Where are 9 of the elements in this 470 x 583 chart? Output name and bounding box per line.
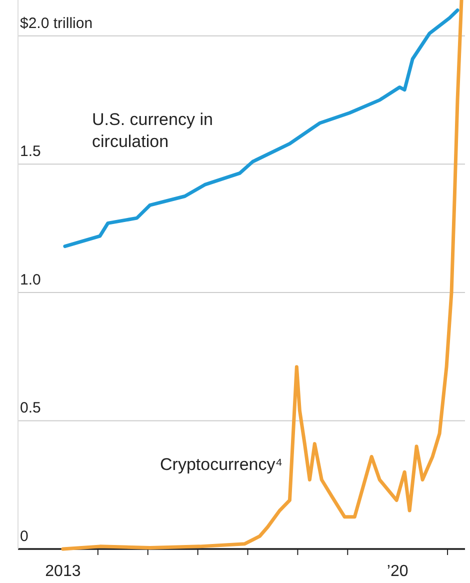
y-tick-label: 0 — [20, 528, 28, 545]
x-tick-label: ’20 — [386, 563, 408, 580]
series-label: Cryptocurrency⁴ — [160, 455, 283, 474]
y-tick-label: $2.0 trillion — [20, 14, 93, 32]
x-tick-label: 2013 — [45, 563, 81, 580]
y-tick-label: 1.5 — [20, 143, 41, 160]
y-tick-label: 0.5 — [20, 400, 41, 417]
series-label: U.S. currency in circulation — [92, 110, 213, 151]
y-tick-label: 1.0 — [20, 271, 41, 288]
